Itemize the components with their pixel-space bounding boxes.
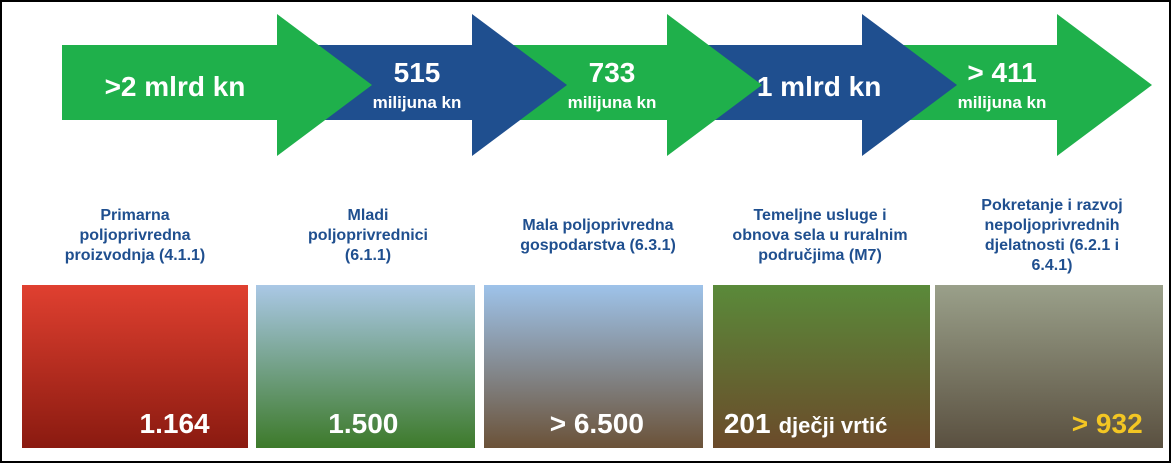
count-suffix: dječji vrtić	[779, 413, 888, 438]
measure-label: Temeljne usluge i	[753, 207, 886, 224]
count-value: 1.500	[328, 408, 398, 439]
arrow-amount: > 411	[967, 57, 1036, 88]
count-value: > 932	[1072, 408, 1143, 439]
measure-label: gospodarstva (6.3.1)	[520, 237, 676, 254]
measure-label: Primarna	[100, 207, 169, 224]
photo	[22, 285, 248, 448]
arrow-amount: 515	[394, 57, 441, 88]
measure-label: Pokretanje i razvoj	[981, 197, 1122, 214]
measure-label: Mala poljoprivredna	[522, 217, 673, 234]
measure-label: nepoljoprivrednih	[984, 217, 1119, 234]
measure-label: područjima (M7)	[758, 247, 882, 264]
measure-count: 1.164	[140, 408, 210, 439]
infographic: > 411milijuna kn> 1 mlrd kn733milijuna k…	[0, 0, 1171, 463]
arrow-unit: milijuna kn	[373, 93, 462, 112]
measure-label: 6.4.1)	[1032, 257, 1073, 274]
measure-count: 1.500	[328, 408, 398, 439]
measure-label: poljoprivredna	[79, 227, 190, 244]
measure-label: djelatnosti (6.2.1 i	[985, 237, 1119, 254]
measure: Temeljne usluge i obnova sela u ruralnim p…	[713, 207, 930, 448]
measure-label: Mladi	[348, 207, 389, 224]
count-value: 1.164	[140, 408, 210, 439]
arrow-amount: 733	[589, 57, 636, 88]
count-value: 201	[724, 408, 771, 439]
measure-label: poljoprivrednici	[308, 227, 428, 244]
arrow-amount: >2 mlrd kn	[105, 71, 246, 102]
measure-label: obnova sela u ruralnim	[732, 227, 907, 244]
measure-count: 201 dječji vrtić	[724, 408, 888, 439]
arrow-unit: milijuna kn	[958, 93, 1047, 112]
measure-count: > 932	[1072, 408, 1143, 439]
count-value: > 6.500	[550, 408, 644, 439]
measure-count: > 6.500	[550, 408, 644, 439]
arrow-unit: milijuna kn	[568, 93, 657, 112]
measure-label: (6.1.1)	[345, 247, 391, 264]
measure-label: proizvodnja (4.1.1)	[65, 247, 205, 264]
